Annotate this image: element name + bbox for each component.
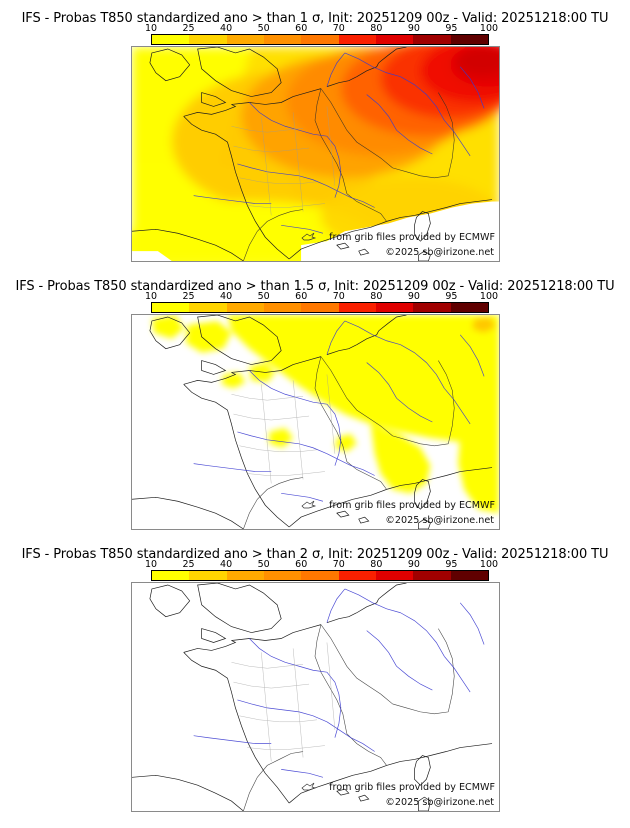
admin-boundaries <box>231 642 336 762</box>
probability-field-1 <box>132 47 499 261</box>
copyright-notice: ©2025 sb@irizone.net <box>385 797 494 808</box>
colorbar-swatch <box>338 571 376 580</box>
colorbar-tick: 95 <box>445 23 458 34</box>
colorbar-swatch <box>263 303 302 312</box>
river-layer <box>193 588 485 778</box>
colorbar-swatch <box>301 303 339 312</box>
source-attribution: from grib files provided by ECMWF <box>329 782 495 793</box>
map-canvas-1[interactable]: from grib files provided by ECMWF ©2025 … <box>131 46 500 262</box>
colorbar-swatch <box>338 35 376 44</box>
colorbar-swatch <box>450 571 488 580</box>
colorbar-tick: 90 <box>407 559 420 570</box>
panel-title: IFS - Probas T850 standardized ano > tha… <box>15 279 615 294</box>
colorbar-ticks: 10 25 40 50 60 70 80 90 95 100 <box>145 23 498 34</box>
colorbar-tick: 70 <box>332 559 345 570</box>
colorbar-tick: 50 <box>257 559 270 570</box>
colorbar-tick: 100 <box>479 559 499 570</box>
colorbar-tick: 25 <box>182 291 195 302</box>
colorbar-swatch <box>450 303 488 312</box>
map-canvas-3[interactable]: from grib files provided by ECMWF ©2025 … <box>131 582 500 812</box>
colorbar-tick: 95 <box>445 559 458 570</box>
colorbar-swatch <box>375 571 414 580</box>
admin-boundaries <box>231 374 336 484</box>
colorbar-tick: 90 <box>407 291 420 302</box>
colorbar-tick: 40 <box>220 291 233 302</box>
colorbar-tick: 25 <box>182 559 195 570</box>
colorbar-swatch <box>338 303 376 312</box>
colorbar-tick: 10 <box>144 291 158 302</box>
forecast-panel-1.5-sigma: IFS - Probas T850 standardized ano > tha… <box>0 268 630 536</box>
source-attribution: from grib files provided by ECMWF <box>329 500 495 511</box>
river-layer <box>193 320 485 502</box>
colorbar-swatch <box>263 35 302 44</box>
colorbar-tick: 90 <box>407 23 420 34</box>
colorbar-swatch <box>189 303 227 312</box>
colorbar-swatch <box>189 571 227 580</box>
colorbar-swatch <box>413 35 451 44</box>
colorbar-tick: 100 <box>479 291 499 302</box>
colorbar-tick: 100 <box>479 23 499 34</box>
colorbar-tick: 60 <box>295 291 308 302</box>
colorbar-swatch <box>152 303 190 312</box>
coastline-layer <box>132 47 493 261</box>
sea-mask <box>132 201 499 261</box>
colorbar-gradient <box>151 302 489 313</box>
colorbar-3: 10 25 40 50 60 70 80 90 95 100 <box>145 559 498 581</box>
bird-logo-icon <box>301 500 317 509</box>
colorbar-tick: 60 <box>295 23 308 34</box>
coastline-layer <box>132 583 493 811</box>
colorbar-swatch <box>450 35 488 44</box>
coastline-layer <box>132 315 493 529</box>
colorbar-swatch <box>301 571 339 580</box>
colorbar-ticks: 10 25 40 50 60 70 80 90 95 100 <box>145 291 498 302</box>
colorbar-gradient <box>151 570 489 581</box>
colorbar-tick: 50 <box>257 23 270 34</box>
colorbar-tick: 25 <box>182 23 195 34</box>
colorbar-tick: 70 <box>332 23 345 34</box>
colorbar-tick: 60 <box>295 559 308 570</box>
colorbar-2: 10 25 40 50 60 70 80 90 95 100 <box>145 291 498 313</box>
national-borders <box>243 624 455 811</box>
forecast-panel-2-sigma: IFS - Probas T850 standardized ano > tha… <box>0 536 630 818</box>
colorbar-swatch <box>301 35 339 44</box>
colorbar-swatch <box>226 571 264 580</box>
colorbar-swatch <box>375 303 414 312</box>
colorbar-tick: 80 <box>370 23 383 34</box>
colorbar-swatch <box>152 571 190 580</box>
colorbar-tick: 10 <box>144 23 158 34</box>
colorbar-swatch <box>413 571 451 580</box>
colorbar-swatch <box>226 35 264 44</box>
colorbar-1: 10 25 40 50 60 70 80 90 95 100 <box>145 23 498 45</box>
colorbar-tick: 50 <box>257 291 270 302</box>
colorbar-tick: 40 <box>220 559 233 570</box>
panel-title: IFS - Probas T850 standardized ano > tha… <box>21 547 609 562</box>
colorbar-swatch <box>263 571 302 580</box>
colorbar-tick: 70 <box>332 291 345 302</box>
colorbar-tick: 80 <box>370 559 383 570</box>
copyright-notice: ©2025 sb@irizone.net <box>385 515 494 526</box>
colorbar-swatch <box>152 35 190 44</box>
map-canvas-2[interactable]: from grib files provided by ECMWF ©2025 … <box>131 314 500 530</box>
panel-title: IFS - Probas T850 standardized ano > tha… <box>21 11 609 26</box>
bird-logo-icon <box>301 232 317 241</box>
river-layer <box>193 52 485 234</box>
copyright-notice: ©2025 sb@irizone.net <box>385 247 494 258</box>
colorbar-gradient <box>151 34 489 45</box>
colorbar-swatch <box>413 303 451 312</box>
forecast-panel-1-sigma: IFS - Probas T850 standardized ano > tha… <box>0 0 630 268</box>
source-attribution: from grib files provided by ECMWF <box>329 232 495 243</box>
bird-logo-icon <box>301 782 317 791</box>
colorbar-swatch <box>226 303 264 312</box>
colorbar-swatch <box>375 35 414 44</box>
yellow-field <box>151 315 499 514</box>
colorbar-tick: 10 <box>144 559 158 570</box>
probability-field-2 <box>132 315 499 529</box>
colorbar-tick: 80 <box>370 291 383 302</box>
colorbar-ticks: 10 25 40 50 60 70 80 90 95 100 <box>145 559 498 570</box>
colorbar-tick: 95 <box>445 291 458 302</box>
colorbar-swatch <box>189 35 227 44</box>
colorbar-tick: 40 <box>220 23 233 34</box>
probability-field-3 <box>132 583 499 811</box>
admin-boundaries <box>231 106 336 216</box>
